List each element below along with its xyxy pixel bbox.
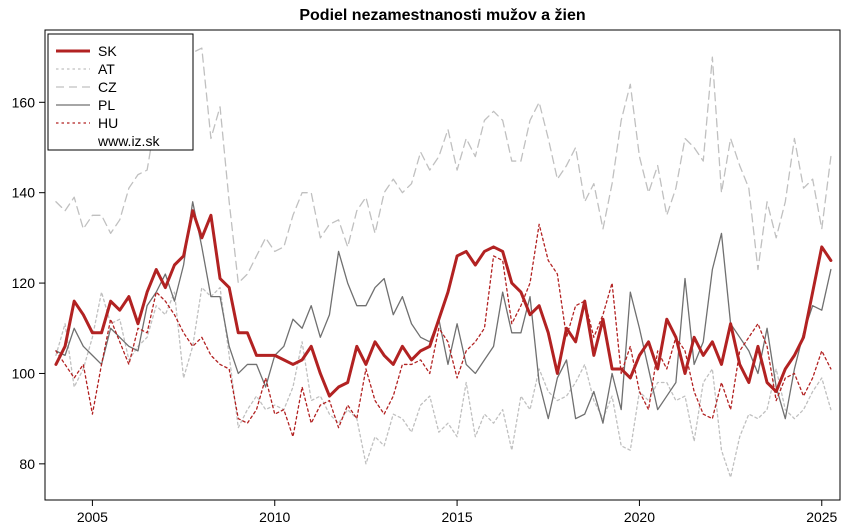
x-tick-label: 2005 xyxy=(77,509,108,525)
legend-label-pl: PL xyxy=(98,97,115,113)
legend-label-at: AT xyxy=(98,61,115,77)
x-tick-label: 2025 xyxy=(806,509,837,525)
x-tick-label: 2020 xyxy=(624,509,655,525)
legend-label-hu: HU xyxy=(98,115,118,131)
x-tick-label: 2015 xyxy=(442,509,473,525)
legend-source: www.iz.sk xyxy=(97,133,160,149)
y-tick-label: 100 xyxy=(12,365,36,381)
y-tick-label: 160 xyxy=(12,94,36,110)
y-tick-label: 120 xyxy=(12,275,36,291)
line-chart: Podiel nezamestnanosti mužov a žien 2005 2… xyxy=(0,0,850,532)
y-tick-label: 140 xyxy=(12,185,36,201)
x-tick-label: 2010 xyxy=(259,509,290,525)
legend-label-sk: SK xyxy=(98,43,117,59)
legend-label-cz: CZ xyxy=(98,79,117,95)
chart-title: Podiel nezamestnanosti mužov a žien xyxy=(299,7,585,24)
y-tick-label: 80 xyxy=(19,456,35,472)
